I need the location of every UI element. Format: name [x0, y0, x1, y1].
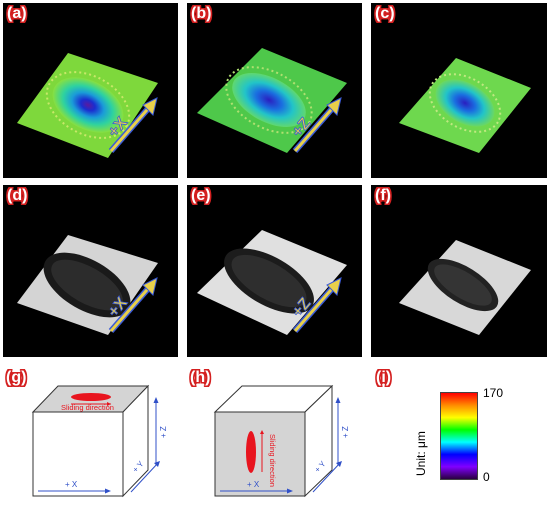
x-label-h: + X — [247, 480, 260, 489]
colorbar-max-label: 170 — [483, 386, 504, 400]
z-axis-arrow — [292, 277, 342, 333]
x-axis-arrow — [108, 277, 158, 333]
z-label-g: + Z — [159, 426, 168, 438]
wear-track-h — [246, 431, 256, 473]
colorbar — [440, 392, 478, 480]
panel-c: (c) — [371, 3, 547, 178]
heightmap-c — [399, 58, 531, 153]
panel-a: +X (a) — [3, 3, 178, 178]
x-axis-arrow — [108, 97, 158, 153]
panel-d: +X (d) — [3, 185, 178, 357]
sliding-direction-h: Sliding direction — [268, 434, 277, 487]
panel-label-a: (a) — [7, 5, 27, 22]
colorbar-panel-label: (i) — [376, 369, 392, 386]
colorbar-unit-label: Unit: μm — [414, 431, 428, 476]
x-label-g: + X — [65, 480, 78, 489]
panel-e: +Z (e) — [187, 185, 362, 357]
z-axis-arrow — [292, 97, 342, 153]
z-label-h: + Z — [341, 426, 350, 438]
heightmap-a: +X — [17, 53, 158, 158]
colorbar-min-label: 0 — [483, 470, 490, 484]
panel-label-f: (f) — [375, 187, 391, 204]
micrograph-f — [399, 240, 531, 335]
heightmap-b: +Z — [197, 48, 347, 153]
diagram-label-g: (g) — [6, 369, 27, 386]
micrograph-d: +X — [17, 235, 158, 335]
micrograph-e: +Z — [197, 230, 347, 335]
panel-label-e: (e) — [191, 187, 211, 204]
sliding-direction-g: Sliding direction — [61, 403, 114, 412]
diagram-g: Sliding direction + X + Y + Z — [31, 384, 168, 498]
diagram-label-h: (h) — [190, 369, 211, 386]
diagram-h: Sliding direction + X + Y + Z — [213, 384, 350, 498]
wear-track-g — [71, 393, 111, 401]
panel-label-b: (b) — [191, 5, 212, 22]
panel-f: (f) — [371, 185, 547, 357]
panel-b: +Z (b) — [187, 3, 362, 178]
panel-label-c: (c) — [375, 5, 395, 22]
panel-label-d: (d) — [7, 187, 28, 204]
